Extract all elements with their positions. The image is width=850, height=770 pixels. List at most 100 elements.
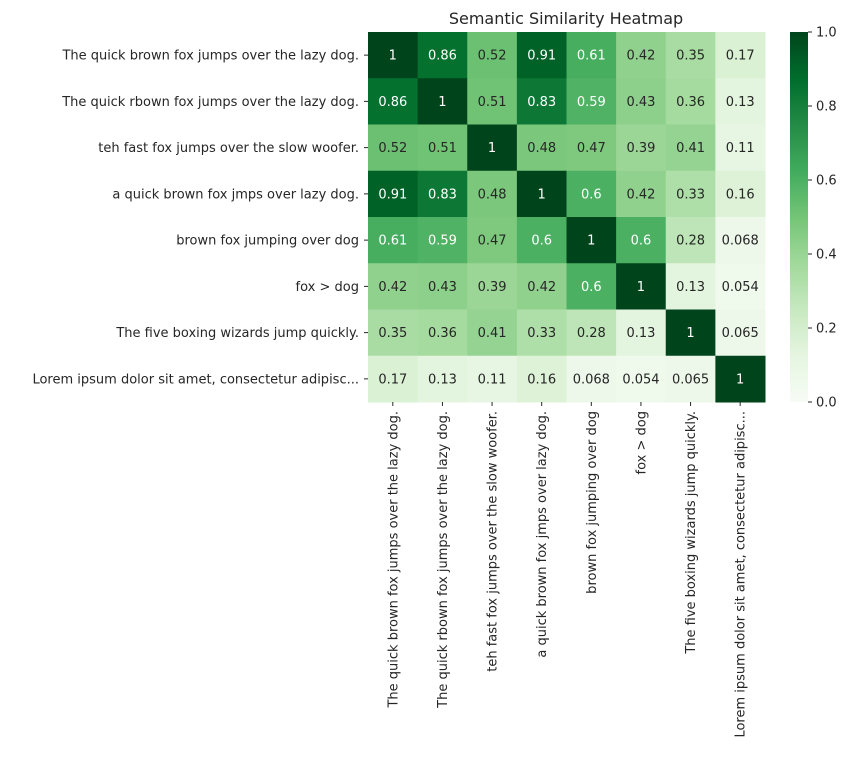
cell-value-label: 0.42 <box>626 49 655 64</box>
heatmap-cell <box>516 124 567 172</box>
heatmap-cell <box>715 217 766 264</box>
cell-value-label: 1 <box>736 372 744 387</box>
cell-value-label: 0.41 <box>478 326 507 341</box>
heatmap-cell <box>715 32 766 79</box>
cell-value-label: 0.35 <box>378 326 407 341</box>
cell-value-label: 0.59 <box>577 95 606 110</box>
y-tick-label: fox > dog <box>296 280 359 295</box>
cell-value-label: 0.13 <box>726 95 755 110</box>
heatmap-cell <box>665 355 716 403</box>
heatmap-cell <box>467 355 518 403</box>
cell-value-label: 0.42 <box>527 280 556 295</box>
heatmap-cell <box>566 309 617 357</box>
cell-value-label: 0.36 <box>428 326 457 341</box>
cell-value-label: 0.16 <box>527 372 556 387</box>
heatmap-cell <box>665 263 716 310</box>
heatmap-cell <box>516 217 567 264</box>
cell-value-label: 0.054 <box>722 280 759 295</box>
chart-title: Semantic Similarity Heatmap <box>449 9 683 28</box>
cell-value-label: 0.17 <box>726 49 755 64</box>
heatmap-cell <box>368 355 419 403</box>
cell-value-label: 0.16 <box>726 187 755 202</box>
heatmap-cell <box>417 217 468 264</box>
cell-value-label: 0.61 <box>378 234 407 249</box>
cell-value-label: 0.13 <box>428 372 457 387</box>
heatmap-cell <box>715 309 766 357</box>
cell-value-label: 1 <box>389 49 397 64</box>
heatmap-cell <box>715 78 766 125</box>
cell-value-label: 0.35 <box>676 49 705 64</box>
cell-value-label: 0.054 <box>622 372 659 387</box>
colorbar-tick-label: 0.6 <box>816 174 837 189</box>
heatmap-cell <box>566 217 617 264</box>
x-tick-label: Lorem ipsum dolor sit amet, consectetur … <box>734 411 749 738</box>
heatmap-cell <box>616 78 667 125</box>
cell-value-label: 0.068 <box>573 372 610 387</box>
cell-value-label: 0.43 <box>626 95 655 110</box>
heatmap-cell <box>516 170 567 218</box>
heatmap-cell <box>616 355 667 403</box>
heatmap-cell <box>616 32 667 79</box>
cell-value-label: 0.6 <box>581 187 602 202</box>
heatmap-cell <box>715 355 766 403</box>
x-tick-label: brown fox jumping over dog <box>585 411 600 594</box>
colorbar <box>790 32 808 402</box>
cell-value-label: 0.13 <box>676 280 705 295</box>
cell-value-label: 0.47 <box>478 234 507 249</box>
cell-value-label: 0.42 <box>626 187 655 202</box>
y-tick-label: The quick brown fox jumps over the lazy … <box>61 49 359 64</box>
heatmap-cell <box>516 263 567 310</box>
heatmap-cell <box>516 78 567 125</box>
y-tick-label: The quick rbown fox jumps over the lazy … <box>61 95 359 110</box>
cell-value-label: 0.61 <box>577 49 606 64</box>
cell-value-label: 1 <box>637 280 645 295</box>
cell-value-label: 0.6 <box>531 234 552 249</box>
cell-value-label: 0.51 <box>428 141 457 156</box>
cell-value-label: 0.6 <box>581 280 602 295</box>
y-tick-label: a quick brown fox jmps over lazy dog. <box>112 187 359 202</box>
cell-value-label: 0.47 <box>577 141 606 156</box>
cell-value-label: 0.59 <box>428 234 457 249</box>
cell-value-label: 0.39 <box>626 141 655 156</box>
cell-value-label: 0.11 <box>478 372 507 387</box>
cell-value-label: 0.11 <box>726 141 755 156</box>
cell-value-label: 0.13 <box>626 326 655 341</box>
heatmap-cell <box>417 124 468 172</box>
colorbar-tick-label: 0.2 <box>816 322 837 337</box>
y-tick-label: brown fox jumping over dog <box>176 234 359 249</box>
cell-value-label: 0.91 <box>378 187 407 202</box>
heatmap-cell <box>665 124 716 172</box>
cell-value-label: 1 <box>438 95 446 110</box>
heatmap-cell <box>665 217 716 264</box>
x-tick-label: The quick rbown fox jumps over the lazy … <box>436 411 451 709</box>
heatmap-cell <box>368 78 419 125</box>
cell-value-label: 1 <box>488 141 496 156</box>
cell-value-label: 0.36 <box>676 95 705 110</box>
heatmap-cell <box>566 32 617 79</box>
cell-value-label: 0.41 <box>676 141 705 156</box>
cell-value-label: 0.17 <box>378 372 407 387</box>
x-tick-label: The five boxing wizards jump quickly. <box>684 411 699 655</box>
heatmap-cell <box>665 170 716 218</box>
cell-value-label: 1 <box>587 234 595 249</box>
heatmap-cell <box>417 263 468 310</box>
heatmap-cell <box>516 355 567 403</box>
heatmap-cell <box>566 170 617 218</box>
colorbar-tick-label: 0.8 <box>816 100 837 115</box>
heatmap-cell <box>467 170 518 218</box>
heatmap-cell <box>566 124 617 172</box>
heatmap-cell <box>516 32 567 79</box>
cell-value-label: 0.065 <box>722 326 759 341</box>
colorbar-tick-label: 0.0 <box>816 396 837 411</box>
heatmap-cell <box>616 309 667 357</box>
cell-value-label: 0.91 <box>527 49 556 64</box>
heatmap-cell <box>467 78 518 125</box>
heatmap-cell <box>417 170 468 218</box>
heatmap-cell <box>715 263 766 310</box>
heatmap-cell <box>368 263 419 310</box>
heatmap-cell <box>467 32 518 79</box>
cell-value-label: 1 <box>686 326 694 341</box>
x-tick-label: fox > dog <box>634 411 649 474</box>
cell-value-label: 0.52 <box>478 49 507 64</box>
